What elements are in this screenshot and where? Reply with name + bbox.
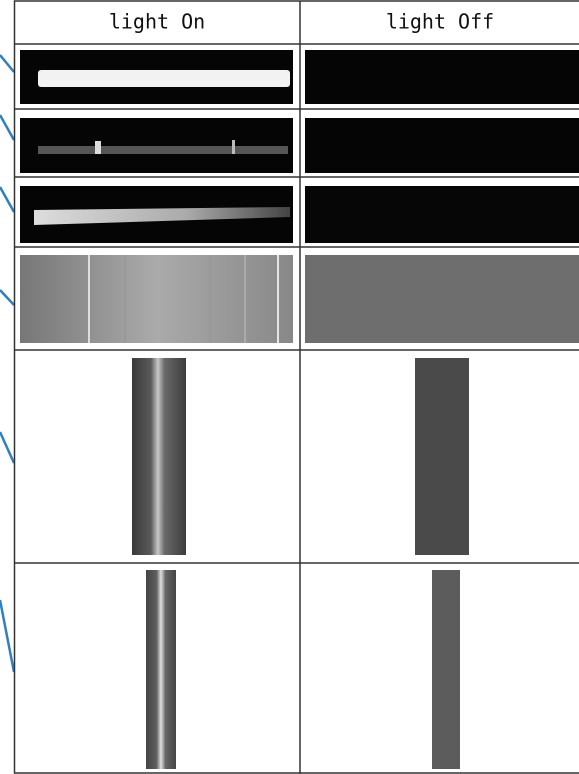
table-grid: [14, 1, 579, 774]
pointer-lines: [0, 55, 14, 672]
figure-table: light On light Off: [0, 0, 579, 774]
header-light-on: light On: [109, 10, 205, 34]
header-light-off: light Off: [386, 10, 494, 34]
page: light On light Off: [0, 0, 579, 774]
image-row-6: [146, 570, 460, 769]
